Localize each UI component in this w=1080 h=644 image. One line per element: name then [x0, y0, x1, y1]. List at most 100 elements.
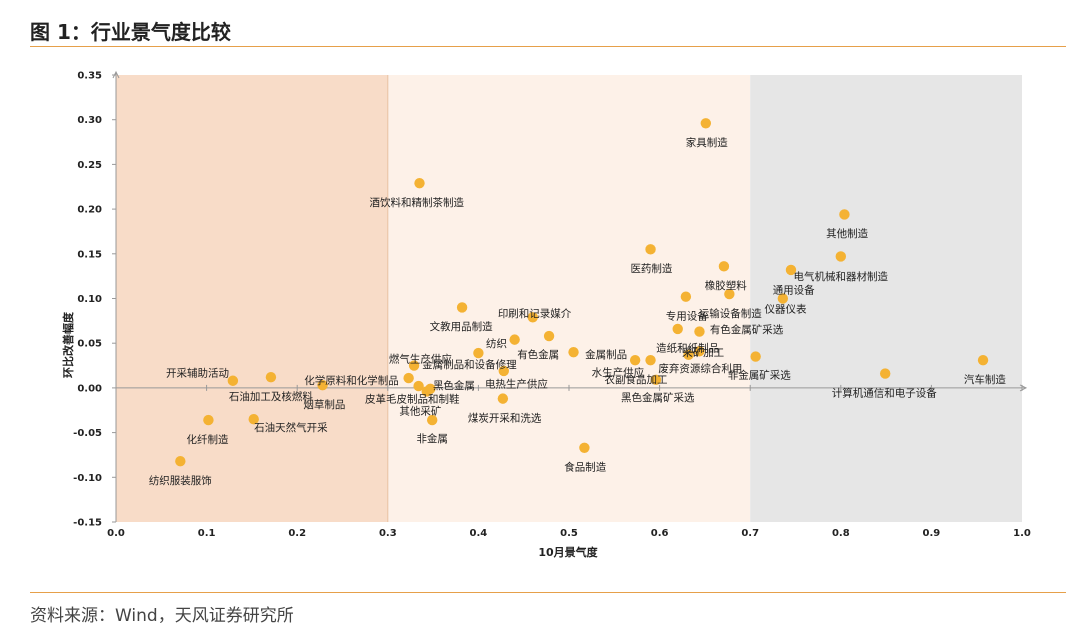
- data-point: [650, 374, 662, 386]
- axes: [112, 70, 1028, 522]
- point-label: 运输设备制造: [699, 307, 762, 320]
- data-point: [175, 456, 186, 467]
- point-label: 印刷和记录媒介: [498, 307, 572, 320]
- data-point: [879, 368, 891, 379]
- x-tick-label: 1.0: [1013, 528, 1031, 539]
- point-label: 化纤制造: [187, 433, 229, 446]
- point-label: 开采辅助活动: [166, 367, 229, 380]
- data-point: [785, 264, 797, 276]
- x-tick-label: 0.7: [741, 528, 759, 539]
- point-label: 食品制造: [564, 461, 606, 474]
- y-tick-label: 0.05: [77, 339, 102, 350]
- point-label: 石油加工及核燃料: [229, 390, 313, 403]
- source-divider: [30, 592, 1066, 593]
- data-point: [683, 349, 694, 361]
- x-axis-label: 10月景气度: [538, 545, 598, 559]
- point-label: 烟草制品: [303, 398, 345, 411]
- data-point: [724, 288, 735, 300]
- title-divider: [30, 46, 1066, 47]
- data-point: [203, 414, 214, 426]
- data-point: [629, 354, 641, 366]
- data-point: [672, 323, 683, 335]
- point-label: 有色金属矿采选: [710, 323, 784, 336]
- data-point: [509, 334, 520, 345]
- data-point: [700, 118, 712, 129]
- data-point: [408, 360, 420, 371]
- figure-title: 图 1：行业景气度比较: [30, 20, 231, 44]
- data-point: [426, 414, 438, 426]
- y-tick-label: 0.35: [77, 71, 102, 82]
- point-label: 黑色金属: [433, 379, 475, 392]
- point-label: 金属制品: [585, 348, 627, 361]
- region-band-1: [116, 75, 388, 522]
- point-label: 专用设备: [666, 309, 708, 322]
- data-point: [839, 209, 850, 220]
- x-tick-label: 0.4: [470, 528, 488, 539]
- point-label: 金属制品和设备修理: [422, 358, 517, 371]
- background-bands: [116, 75, 1022, 522]
- point-label: 仪器仪表: [765, 302, 807, 315]
- data-point: [403, 372, 414, 384]
- data-point: [645, 354, 656, 366]
- x-tick-label: 0.0: [107, 528, 125, 539]
- y-axis-arrow: [112, 70, 120, 79]
- point-label: 黑色金属矿采选: [621, 391, 695, 404]
- data-point: [498, 365, 509, 377]
- data-point: [527, 312, 538, 323]
- point-label: 医药制造: [630, 262, 672, 275]
- point-label: 家具制造: [686, 136, 728, 149]
- x-tick-label: 0.1: [198, 528, 216, 539]
- x-tick-label: 0.5: [560, 528, 578, 539]
- data-point: [227, 375, 239, 386]
- point-label: 纺织: [486, 337, 507, 350]
- data-point: [680, 291, 692, 302]
- point-label: 通用设备: [773, 284, 815, 297]
- point-label: 非金属矿采选: [728, 368, 791, 381]
- data-point: [777, 293, 789, 304]
- point-label: 文教用品制造: [430, 320, 493, 333]
- point-label: 水生产供应: [592, 366, 645, 379]
- data-point: [568, 346, 579, 358]
- source-note: 资料来源：Wind，天风证券研究所: [30, 606, 294, 626]
- data-point: [317, 380, 328, 391]
- y-tick-label: 0.00: [77, 383, 102, 394]
- data-point: [473, 347, 484, 359]
- point-label: 电热生产供应: [485, 377, 548, 390]
- point-label: 纺织服装服饰: [149, 474, 212, 487]
- point-label: 采矿加工: [682, 346, 724, 359]
- data-point: [497, 393, 509, 404]
- point-label: 非金属: [416, 432, 448, 445]
- point-label: 燃气生产供应: [389, 352, 452, 365]
- data-point: [456, 302, 468, 313]
- point-label: 橡胶塑料: [705, 279, 747, 292]
- tick-labels: 0.0 0.1 0.2 0.3 0.4 0.5 0.6 0.7 0.8 0.9 1.0 -0.15 -0…: [73, 71, 1031, 540]
- data-point: [543, 330, 555, 342]
- data-point: [265, 371, 277, 383]
- point-label: 煤炭开采和洗选: [468, 411, 542, 424]
- data-point: [977, 354, 989, 366]
- point-label: 计算机通信和电子设备: [832, 386, 937, 399]
- data-point: [750, 351, 761, 362]
- point-label: 皮革毛皮制品和制鞋: [365, 393, 460, 406]
- y-tick-label: -0.05: [73, 428, 102, 439]
- point-label: 农副食品加工: [605, 373, 668, 386]
- y-tick-label: 0.25: [77, 160, 102, 171]
- y-tick-label: 0.10: [77, 294, 102, 305]
- y-tick-label: -0.10: [73, 473, 102, 484]
- x-tick-label: 0.6: [651, 528, 669, 539]
- region-band-3: [750, 75, 1022, 522]
- y-tick-label: 0.20: [77, 205, 102, 216]
- y-tick-label: 0.15: [77, 249, 102, 260]
- data-point: [413, 380, 424, 392]
- y-tick-label: -0.15: [73, 518, 102, 529]
- data-point: [718, 261, 730, 272]
- y-axis-label: 环比改善幅度: [61, 311, 75, 378]
- scatter-chart: 0.0 0.1 0.2 0.3 0.4 0.5 0.6 0.7 0.8 0.9 1.0 -0.15 -0…: [61, 70, 1031, 560]
- data-point: [694, 346, 705, 357]
- point-label: 电气机械和器材制造: [794, 270, 889, 283]
- point-label: 酒饮料和精制茶制造: [370, 196, 465, 209]
- point-label: 其他制造: [826, 227, 868, 240]
- data-point: [694, 326, 705, 337]
- point-label: 汽车制造: [964, 373, 1006, 386]
- point-label: 石油天然气开采: [254, 421, 328, 434]
